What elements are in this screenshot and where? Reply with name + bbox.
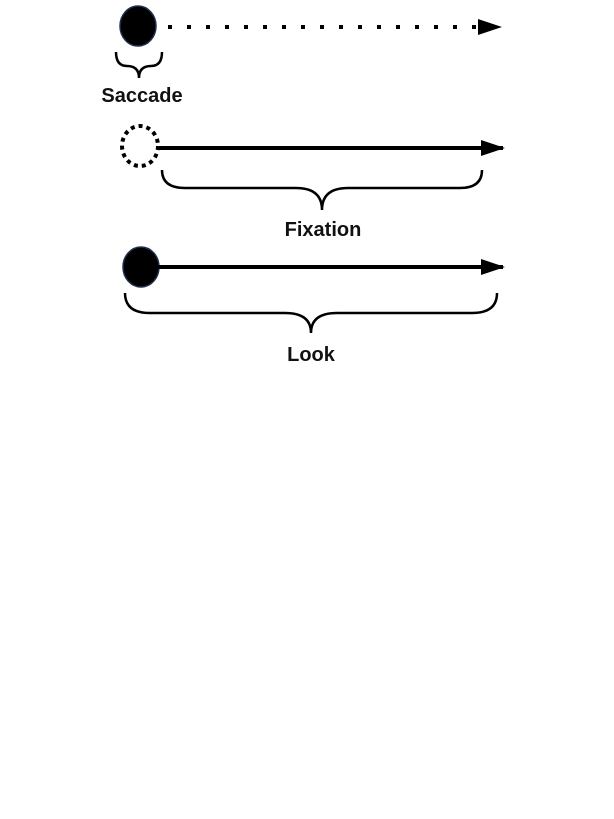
look-label: Look — [287, 344, 336, 366]
saccade-start-circle — [119, 5, 157, 47]
fixation-brace — [160, 169, 484, 211]
fixation-row: Fixation — [120, 124, 505, 241]
fixation-start-circle — [120, 124, 160, 168]
look-brace — [123, 292, 499, 334]
saccade-brace — [114, 51, 164, 79]
fixation-label: Fixation — [285, 219, 362, 241]
look-start-circle — [122, 246, 160, 288]
saccade-row: Saccade — [101, 5, 502, 107]
look-row: Look — [122, 246, 505, 366]
saccade-label: Saccade — [101, 85, 182, 107]
